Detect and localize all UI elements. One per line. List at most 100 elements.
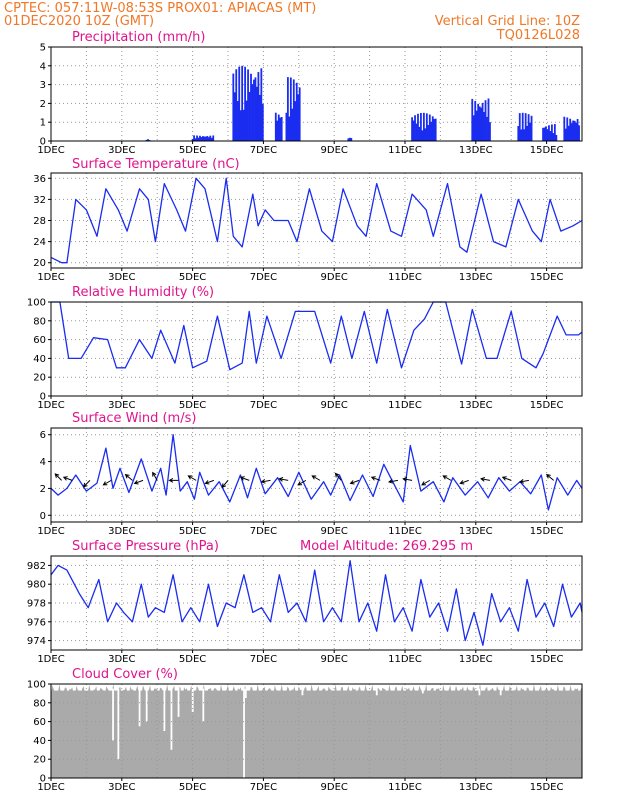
cloud-gap [145, 688, 148, 722]
precip-bar [203, 136, 206, 141]
precip-bar [481, 102, 484, 141]
precip-bar [286, 77, 289, 141]
precip-bar [549, 131, 552, 141]
precip-bar [517, 126, 520, 141]
x-tick-label: 11DEC [388, 526, 422, 537]
precip-bar [245, 100, 248, 141]
precip-bar [414, 115, 416, 141]
y-tick-label: 6 [40, 430, 46, 441]
precip-bar [418, 126, 421, 141]
precip-bar [553, 124, 556, 141]
precip-bar [421, 130, 424, 141]
precip-panel: 0 1 2 3 4 5 1DEC 3DEC 5DEC 7DEC 9DEC 11DEC 13DEC 15DE… [37, 30, 583, 156]
cloud-gap [177, 688, 180, 717]
precip-bar [248, 91, 251, 141]
precip-bar [247, 69, 249, 141]
cloud-gap [117, 688, 120, 760]
x-tick-label: 15DEC [530, 654, 564, 665]
pressure-frame [50, 555, 583, 651]
y-tick-label: 24 [33, 237, 46, 248]
precip-bar [484, 100, 487, 141]
precip-bar [239, 110, 242, 141]
precip-bar [254, 77, 257, 141]
precip-bar [411, 117, 413, 141]
precip-bar [543, 127, 546, 141]
precip-bar [573, 120, 576, 141]
y-tick-label: 2 [40, 484, 46, 495]
cloud-panel: 0 20 40 60 80 100 1DEC 3DEC 5DEC 7DEC 9DEC 11DEC 13D… [27, 667, 583, 793]
y-tick-label: 80 [33, 698, 46, 709]
wind-arrow [221, 480, 229, 489]
precip-bar [430, 121, 433, 141]
x-tick-label: 11DEC [388, 654, 422, 665]
precip-bar [578, 125, 580, 141]
precip-bar [530, 115, 533, 141]
wind-arrow [204, 479, 215, 485]
rh-frame [50, 301, 583, 397]
precip-bar [241, 65, 244, 141]
wind-arrow [278, 477, 289, 482]
cloud-gap [112, 688, 114, 741]
precip-bar [428, 114, 431, 141]
x-tick-label: 15DEC [530, 400, 564, 411]
precip-bar [298, 87, 301, 141]
x-tick-label: 7DEC [250, 526, 277, 537]
precip-bar [251, 84, 254, 141]
precip-bar [350, 137, 353, 141]
precip-bar [194, 138, 197, 141]
y-tick-label: 20 [33, 755, 46, 766]
precip-bar [564, 128, 567, 141]
cloud-gap [202, 688, 205, 722]
x-tick-label: 1DEC [37, 782, 64, 793]
y-tick-label: 982 [27, 561, 46, 572]
cloud-gap [421, 688, 424, 694]
wind-arrow [442, 475, 452, 481]
precip-bar [527, 114, 530, 141]
x-tick-label: 5DEC [179, 782, 206, 793]
wind-arrow [260, 479, 271, 484]
precip-bar [548, 125, 550, 141]
wind-arrow [421, 479, 431, 486]
wind-arrow [82, 480, 91, 488]
header-station: CPTEC: 057:11W-08:53S PROX01: APIACAS (M… [4, 1, 316, 16]
x-tick-label: 13DEC [459, 400, 493, 411]
precip-bar [417, 113, 419, 141]
precip-bar [546, 129, 549, 141]
precip-title: Precipitation (mm/h) [72, 30, 205, 45]
header-grid-line: Vertical Grid Line: 10Z [435, 14, 580, 29]
precip-bar [274, 112, 277, 141]
temp-frame [50, 172, 583, 269]
precip-bar [209, 135, 212, 141]
precip-bar [147, 139, 149, 141]
x-tick-label: 15DEC [530, 145, 564, 156]
precip-bar [199, 135, 201, 141]
wind-title: Surface Wind (m/s) [72, 411, 196, 426]
precip-bar [569, 118, 572, 141]
x-tick-label: 9DEC [321, 654, 348, 665]
y-tick-label: 4 [40, 457, 46, 468]
precip-bar [427, 124, 430, 141]
temp-panel: 20 24 28 32 36 1DEC 3DEC 5DEC 7DEC 9DEC 11DEC 13DEC… [33, 157, 583, 283]
y-tick-label: 100 [27, 680, 46, 691]
precip-bar [483, 111, 485, 141]
wind-arrow [501, 476, 512, 481]
wind-arrow [239, 476, 250, 481]
x-tick-label: 1DEC [37, 654, 64, 665]
x-tick-label: 3DEC [108, 145, 135, 156]
wind-line [50, 434, 583, 511]
wind-panel: 0 2 4 6 1DEC 3DEC 5DEC 7DEC 9DEC 11DEC 13DEC 15DEC S… [37, 411, 583, 537]
precip-bar [526, 125, 529, 141]
cloud-gap [244, 688, 247, 699]
precip-bar [285, 112, 288, 141]
wind-arrow [334, 472, 342, 481]
precip-bar [261, 103, 264, 141]
precip-bar [487, 98, 490, 141]
x-tick-label: 1DEC [37, 272, 64, 283]
precip-bar [294, 101, 297, 141]
precip-bar [412, 120, 415, 141]
pressure-title: Surface Pressure (hPa) [72, 539, 219, 554]
cloud-gap [375, 688, 378, 696]
y-tick-label: 0 [40, 511, 46, 522]
precip-bar [474, 100, 477, 141]
